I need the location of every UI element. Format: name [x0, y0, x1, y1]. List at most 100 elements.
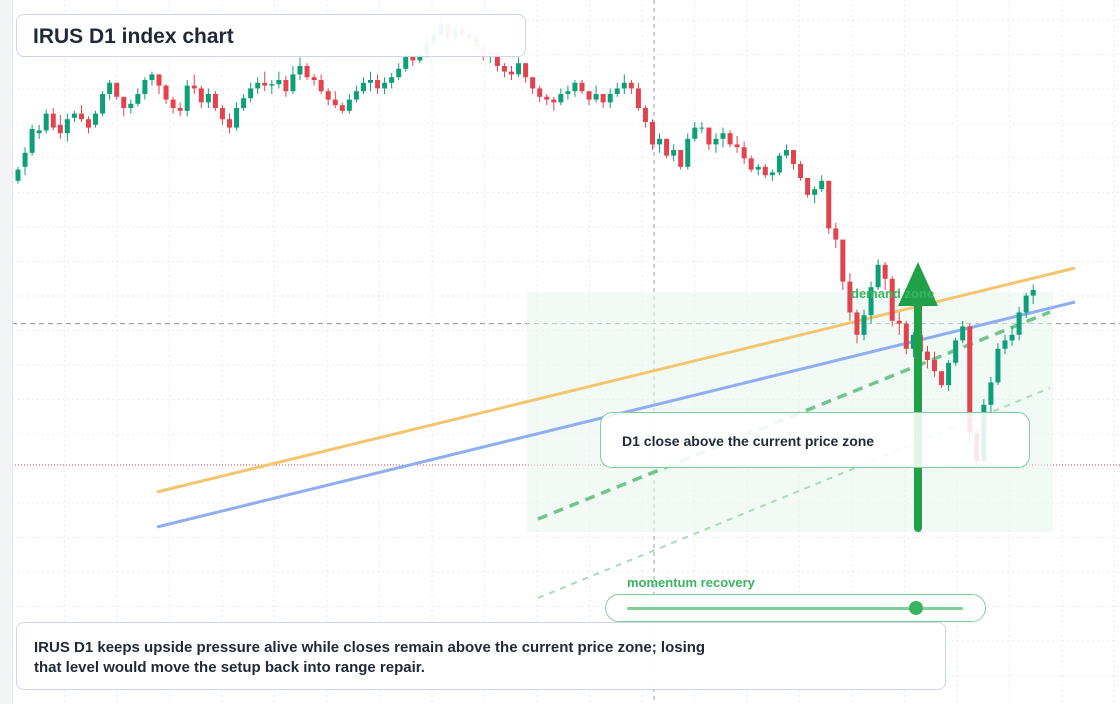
candle	[924, 346, 930, 369]
candle-body	[586, 91, 592, 100]
candle	[812, 186, 818, 204]
candle-body	[36, 130, 42, 134]
candle	[840, 239, 846, 290]
candle-body	[720, 133, 726, 139]
candle-body	[607, 94, 613, 103]
candle-body	[530, 77, 536, 89]
caption-line-1: IRUS D1 keeps upside pressure alive whil…	[34, 639, 706, 656]
candle-body	[311, 77, 317, 80]
callout-text: D1 close above the current price zone	[622, 433, 875, 449]
price-scale-strip	[0, 0, 13, 704]
candle-body	[227, 119, 232, 128]
candle-body	[755, 166, 761, 170]
candle	[882, 262, 888, 290]
demand-zone-label: demand zone	[851, 286, 934, 301]
candle-body	[635, 88, 641, 108]
candle-body	[86, 119, 91, 128]
candle	[776, 152, 782, 176]
candle	[642, 105, 648, 128]
candle	[720, 127, 726, 148]
candle	[903, 320, 909, 355]
candle	[396, 63, 402, 80]
candle-body	[114, 82, 120, 97]
candle-body	[396, 68, 402, 78]
candle-body	[593, 94, 599, 100]
candle	[311, 74, 317, 86]
candle	[1030, 284, 1036, 304]
candle	[269, 80, 275, 94]
candle-body	[64, 119, 70, 134]
candle-body	[995, 348, 1001, 383]
candle-body	[304, 66, 310, 78]
momentum-label: momentum recovery	[627, 575, 755, 590]
candle	[360, 77, 366, 94]
candle	[290, 66, 296, 94]
candle-body	[403, 54, 409, 69]
candle-body	[78, 113, 84, 120]
candle-body	[93, 113, 99, 125]
candle-body	[791, 150, 796, 164]
candle-body	[332, 99, 338, 106]
candle	[671, 144, 677, 162]
candle	[727, 130, 733, 148]
candle-body	[854, 312, 860, 335]
candle	[932, 351, 937, 377]
candle-body	[769, 172, 775, 176]
candle-body	[100, 94, 106, 114]
candle	[78, 105, 84, 122]
candle	[910, 332, 916, 358]
candle	[346, 94, 352, 114]
candle-body	[537, 88, 543, 97]
candle	[22, 147, 28, 176]
candle	[100, 91, 106, 117]
candle-body	[776, 155, 782, 173]
callout-box: D1 close above the current price zone	[600, 412, 1030, 468]
candle	[826, 180, 832, 234]
candle-body	[628, 82, 634, 89]
candle	[389, 73, 395, 89]
candle	[988, 376, 994, 414]
momentum-meter	[605, 594, 986, 622]
candle	[600, 94, 606, 108]
candle-body	[346, 99, 352, 111]
candle	[706, 127, 712, 150]
candle-body	[121, 96, 127, 108]
candle	[734, 136, 740, 153]
candle-body	[579, 82, 585, 92]
candle	[509, 66, 514, 80]
candle-body	[882, 264, 888, 279]
candle-body	[868, 287, 874, 316]
candle	[819, 175, 825, 192]
candle	[107, 80, 113, 100]
candle	[551, 96, 557, 111]
candle	[29, 124, 35, 156]
candle	[1023, 292, 1029, 318]
candle-body	[621, 82, 627, 89]
candle-body	[325, 91, 331, 100]
candle-body	[896, 320, 902, 324]
candle-body	[389, 77, 395, 83]
candle-body	[812, 189, 818, 195]
candle-body	[713, 138, 719, 145]
candle-body	[1002, 340, 1008, 349]
candle	[798, 161, 804, 181]
candle	[227, 113, 232, 134]
candle-body	[861, 315, 867, 335]
candle	[36, 124, 42, 139]
candle-body	[353, 91, 359, 100]
candle	[332, 91, 338, 108]
candle-body	[219, 108, 225, 120]
candle	[791, 150, 796, 170]
candle	[255, 77, 261, 94]
candle-body	[516, 63, 522, 75]
candle-body	[50, 113, 56, 128]
candle-body	[15, 169, 21, 181]
candle	[805, 178, 811, 198]
candle	[607, 88, 613, 108]
candle	[57, 115, 63, 139]
candle-body	[833, 228, 839, 240]
candle-body	[1023, 295, 1029, 313]
momentum-track	[627, 607, 963, 610]
candle-body	[826, 180, 832, 229]
candle-body	[558, 94, 564, 103]
